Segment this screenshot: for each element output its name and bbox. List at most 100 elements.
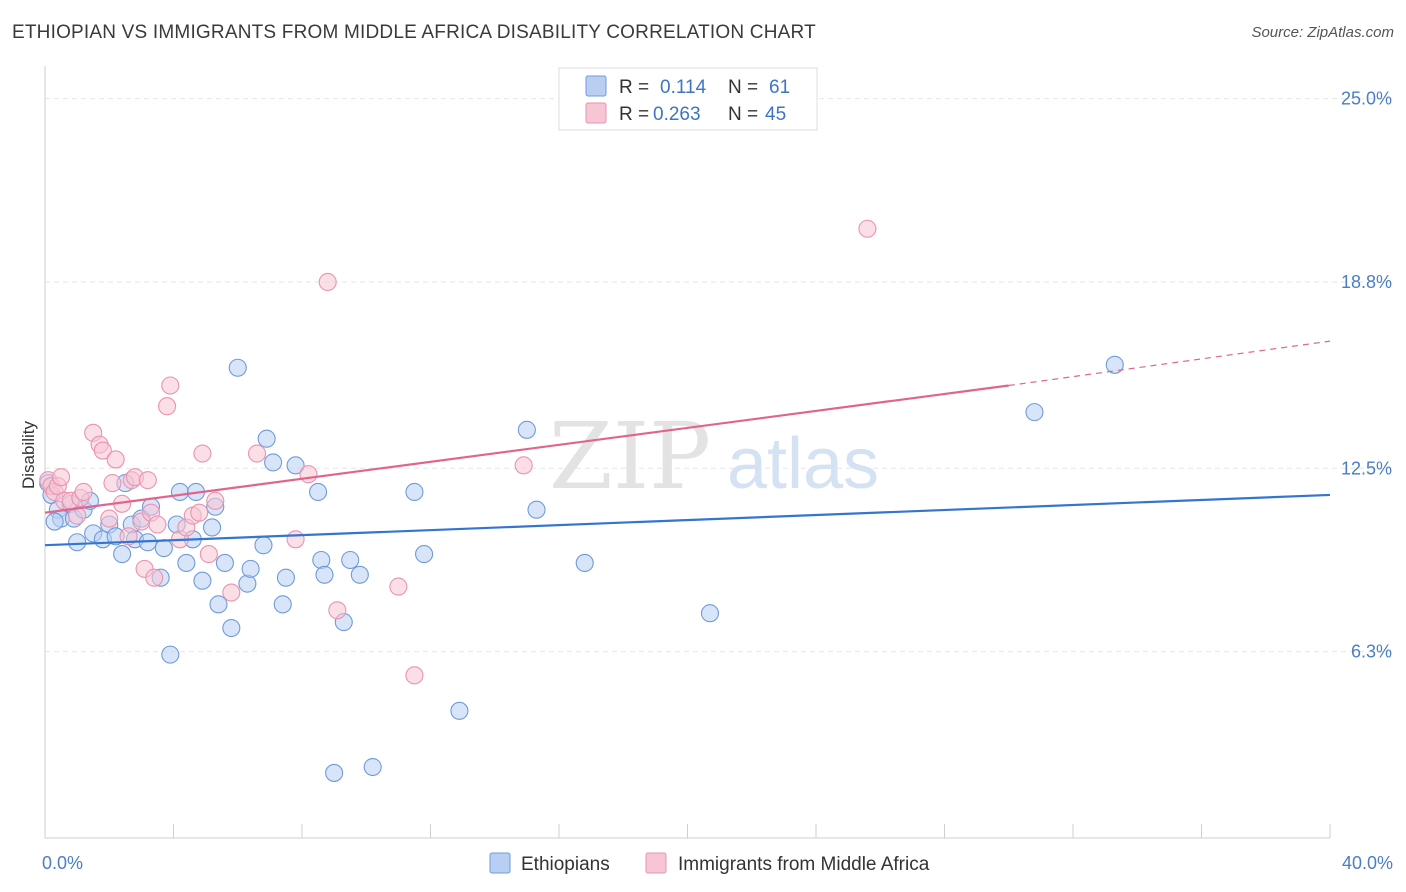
ethiopian-point [45, 512, 64, 531]
ethiopian-point [257, 429, 276, 448]
ethiopian-point [215, 553, 234, 572]
middle-africa-point [206, 491, 225, 510]
bottom-legend-label-ethiopians: Ethiopians [521, 854, 610, 875]
legend-n-value-1: 45 [765, 104, 786, 125]
ethiopian-point [161, 645, 180, 664]
bottom-legend-swatch-ethiopians [489, 852, 511, 874]
middle-africa-point [858, 219, 877, 238]
ethiopian-point [700, 604, 720, 623]
middle-africa-point [222, 583, 241, 602]
ethiopian-point [154, 539, 173, 558]
middle-africa-point [193, 444, 212, 463]
middle-africa-point [190, 503, 209, 522]
middle-africa-point [103, 474, 122, 493]
trend-layer [44, 340, 1331, 547]
y-tick-label: 12.5% [1341, 458, 1392, 478]
middle-africa-point [158, 397, 177, 416]
middle-africa-trend-extension [1008, 340, 1331, 387]
middle-africa-point [299, 465, 318, 484]
ethiopian-point [286, 456, 305, 475]
bottom-legend: Ethiopians Immigrants from Middle Africa [489, 852, 930, 875]
ethiopian-point [517, 420, 536, 439]
ethiopian-point [203, 518, 222, 537]
ethiopian-point [350, 565, 369, 584]
middle-africa-point [138, 471, 157, 490]
ethiopian-point [228, 358, 247, 377]
ethiopian-point [241, 559, 260, 578]
ethiopian-point [68, 533, 87, 552]
legend-swatch-middle-africa [585, 102, 607, 124]
chart-title: ETHIOPIAN VS IMMIGRANTS FROM MIDDLE AFRI… [12, 22, 816, 43]
middle-africa-point [161, 376, 180, 395]
ethiopian-point [527, 500, 546, 519]
middle-africa-point [52, 468, 71, 487]
ethiopian-point [575, 553, 594, 572]
ethiopian-point [238, 574, 257, 593]
middle-africa-point [514, 456, 533, 475]
legend-r-label-0: R = [619, 77, 649, 98]
points-layer [39, 219, 1124, 782]
chart-source: Source: ZipAtlas.com [1251, 24, 1394, 41]
watermark-zip: ZIP [549, 403, 711, 510]
legend-swatch-ethiopians [585, 75, 607, 97]
bottom-legend-label-middle-africa: Immigrants from Middle Africa [678, 854, 930, 875]
ethiopian-point [222, 618, 241, 638]
ethiopian-point [193, 571, 212, 590]
middle-africa-point [199, 545, 218, 564]
ethiopian-point [363, 757, 382, 777]
middle-africa-point [247, 444, 267, 463]
middle-africa-point [405, 666, 424, 685]
watermark-atlas: atlas [727, 424, 879, 504]
ethiopian-point [312, 550, 331, 570]
ethiopian-point [415, 545, 434, 564]
middle-africa-trend-line [44, 384, 1009, 514]
ethiopian-trend-line [44, 493, 1331, 547]
watermark: ZIP atlas [549, 403, 879, 510]
ethiopian-point [341, 550, 360, 570]
ethiopian-point [177, 553, 196, 572]
middle-africa-point [318, 272, 337, 292]
bottom-legend-swatch-middle-africa [645, 852, 667, 874]
middle-africa-point [74, 482, 93, 502]
middle-africa-point [389, 577, 408, 596]
labels-layer: 6.3% 12.5% 18.8% 25.0% 0.0% 40.0% Disability [19, 89, 1393, 873]
y-tick-label: 18.8% [1341, 272, 1392, 292]
ethiopian-point [325, 763, 344, 782]
ethiopian-point [1105, 355, 1124, 374]
axes-layer [44, 66, 1331, 839]
middle-africa-point [68, 506, 87, 525]
middle-africa-point [328, 601, 347, 620]
legend-n-value-0: 61 [769, 77, 790, 98]
ethiopian-point [170, 482, 189, 502]
middle-africa-point [286, 530, 305, 549]
middle-africa-point [145, 568, 164, 587]
middle-africa-point [119, 527, 138, 546]
middle-africa-point [148, 515, 167, 534]
ethiopian-point [1025, 403, 1044, 422]
ethiopian-point [113, 545, 132, 564]
x-tick-label: 40.0% [1342, 853, 1393, 873]
ethiopian-point [209, 595, 228, 614]
ethiopian-point [254, 536, 273, 555]
middle-africa-point [93, 441, 112, 460]
legend-n-label-1: N = [728, 104, 758, 125]
y-axis-label: Disability [19, 420, 38, 489]
ethiopian-point [450, 701, 469, 720]
ethiopian-point [309, 482, 328, 502]
top-legend: R = 0.114 N = 61 R = 0.263 N = 45 [558, 67, 818, 131]
ethiopian-point [264, 453, 283, 472]
legend-n-label-0: N = [728, 77, 758, 98]
y-tick-label: 25.0% [1341, 89, 1392, 109]
middle-africa-point [106, 450, 125, 469]
legend-r-value-0: 0.114 [660, 77, 707, 98]
legend-r-label-1: R = [619, 104, 649, 125]
ethiopian-point [405, 482, 424, 502]
x-tick-label: 0.0% [42, 853, 83, 873]
ethiopian-point [315, 565, 334, 584]
legend-r-value-1: 0.263 [653, 104, 701, 125]
middle-africa-point [100, 509, 119, 528]
ethiopian-point [273, 595, 292, 614]
ethiopian-point [276, 568, 295, 587]
y-tick-label: 6.3% [1351, 642, 1392, 662]
